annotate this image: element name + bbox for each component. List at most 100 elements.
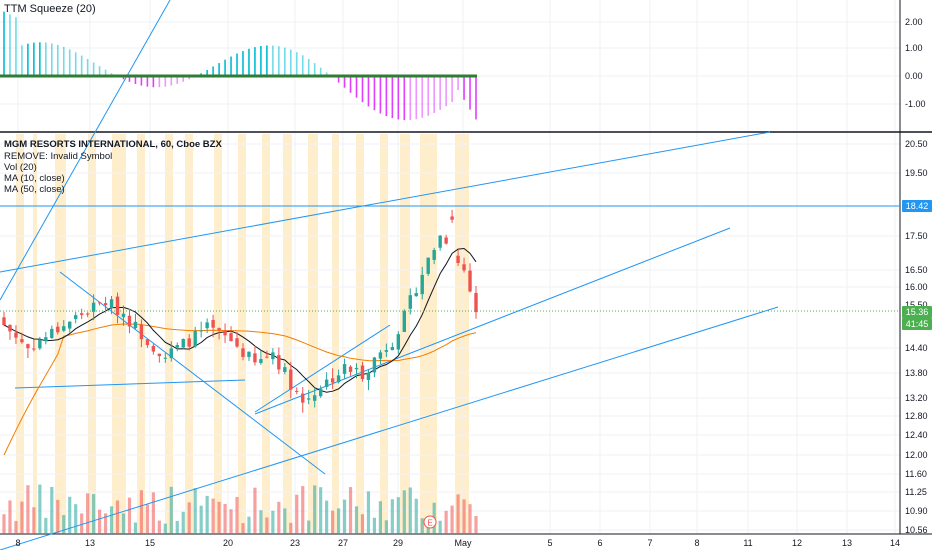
volume-bar-48	[289, 522, 293, 534]
candle-body-68	[408, 295, 412, 309]
time-tick-label-12: 11	[743, 538, 752, 548]
volume-bar-43	[259, 510, 263, 534]
candle-body-33	[199, 330, 203, 332]
volume-bar-30	[181, 511, 185, 534]
candle-body-53	[318, 388, 323, 397]
candle-body-27	[163, 357, 168, 359]
volume-bar-51	[307, 520, 311, 534]
earnings-marker-label: E	[427, 519, 432, 528]
volume-bar-55	[331, 510, 335, 534]
price-tick-label-4: 16.50	[905, 265, 928, 275]
trendline-6	[0, 306, 779, 551]
candle-body-51	[307, 398, 311, 400]
candle-body-48	[289, 369, 293, 390]
ma50-line	[3, 323, 477, 456]
price-tick-label-3: 17.50	[905, 231, 928, 241]
session-band-14	[356, 134, 364, 534]
volume-bar-39	[235, 496, 239, 534]
session-band-17	[420, 134, 437, 534]
candle-body-10	[62, 326, 66, 331]
volume-bar-33	[199, 505, 203, 534]
candle-body-4	[26, 344, 30, 349]
volume-bar-38	[229, 509, 233, 534]
candle-body-65	[390, 347, 395, 351]
price-tick-label-8: 14.40	[905, 343, 928, 353]
candle-body-2	[14, 332, 18, 338]
candle-body-24	[145, 339, 150, 346]
candle-body-5	[32, 348, 36, 350]
volume-bar-79	[474, 515, 478, 534]
price-tick-label-6: 15.50	[905, 300, 928, 310]
session-band-10	[262, 134, 270, 534]
volume-bar-57	[342, 499, 347, 534]
candle-body-37	[223, 330, 227, 336]
candle-body-64	[384, 350, 389, 352]
price-tick-label-14: 11.60	[905, 469, 927, 479]
candle-body-69	[414, 293, 418, 297]
price-tick-label-5: 16.00	[905, 282, 928, 292]
candle-body-14	[85, 313, 90, 315]
time-tick-label-5: 27	[338, 538, 348, 548]
volume-bar-61	[366, 491, 371, 534]
session-band-2	[55, 134, 66, 534]
volume-bar-12	[74, 504, 78, 534]
session-band-11	[283, 134, 292, 534]
volume-bar-63	[378, 501, 383, 534]
time-tick-label-8: 5	[547, 538, 552, 548]
volume-bar-18	[109, 506, 114, 534]
legend-item-ma10[interactable]: MA (10, close)	[4, 173, 65, 184]
candle-body-73	[438, 235, 442, 248]
time-tick-label-14: 13	[842, 538, 852, 548]
volume-bar-45	[271, 510, 275, 534]
volume-bar-8	[50, 486, 54, 534]
volume-bar-44	[265, 517, 269, 534]
time-tick-label-0: 8	[15, 538, 20, 548]
volume-bar-27	[163, 523, 167, 534]
candle-body-72	[432, 249, 436, 260]
level-price-tag: 18.42	[902, 200, 932, 212]
legend-item-volume[interactable]: Vol (20)	[4, 162, 37, 173]
session-band-4	[112, 134, 126, 534]
candle-body-50	[301, 393, 305, 403]
squeeze-tick-label-3: -1.00	[905, 99, 926, 109]
candle-body-21	[127, 315, 132, 327]
session-band-15	[380, 134, 388, 534]
volume-bar-29	[175, 520, 179, 534]
squeeze-tick-label-1: 1.00	[905, 43, 923, 53]
candle-body-47	[283, 367, 287, 372]
volume-bar-66	[396, 497, 400, 534]
price-tick-label-17: 10.56	[905, 525, 928, 535]
legend-item-ma50[interactable]: MA (50, close)	[4, 184, 65, 195]
legend-item-invalid-symbol[interactable]: REMOVE: Invalid Symbol	[4, 151, 113, 162]
candle-body-3	[20, 339, 24, 343]
price-tick-label-9: 13.80	[905, 368, 928, 378]
volume-bar-3	[20, 501, 24, 534]
candle-body-19	[115, 296, 120, 315]
squeeze-tick-label-0: 2.00	[905, 17, 923, 27]
candle-body-70	[420, 274, 424, 295]
candle-body-31	[187, 338, 191, 347]
candle-body-11	[68, 321, 72, 329]
session-band-0	[16, 134, 24, 534]
time-tick-label-6: 29	[393, 538, 403, 548]
volume-bar-4	[26, 485, 30, 534]
candle-body-35	[211, 320, 215, 328]
volume-bar-20	[121, 513, 126, 534]
volume-bar-13	[80, 513, 84, 534]
volume-bar-75	[450, 505, 454, 534]
volume-bar-35	[211, 498, 215, 534]
volume-bar-70	[420, 518, 424, 534]
candle-body-34	[205, 322, 209, 329]
volume-bar-73	[438, 520, 442, 534]
trendline-0	[0, 131, 771, 273]
volume-bar-54	[325, 500, 329, 534]
candle-body-26	[157, 353, 162, 357]
price-tick-label-10: 13.20	[905, 393, 928, 403]
trendline-1	[0, 0, 171, 301]
candle-body-76	[456, 255, 460, 264]
earnings-marker-circle	[423, 515, 437, 529]
candle-body-6	[38, 339, 42, 349]
volume-bar-69	[414, 498, 418, 534]
